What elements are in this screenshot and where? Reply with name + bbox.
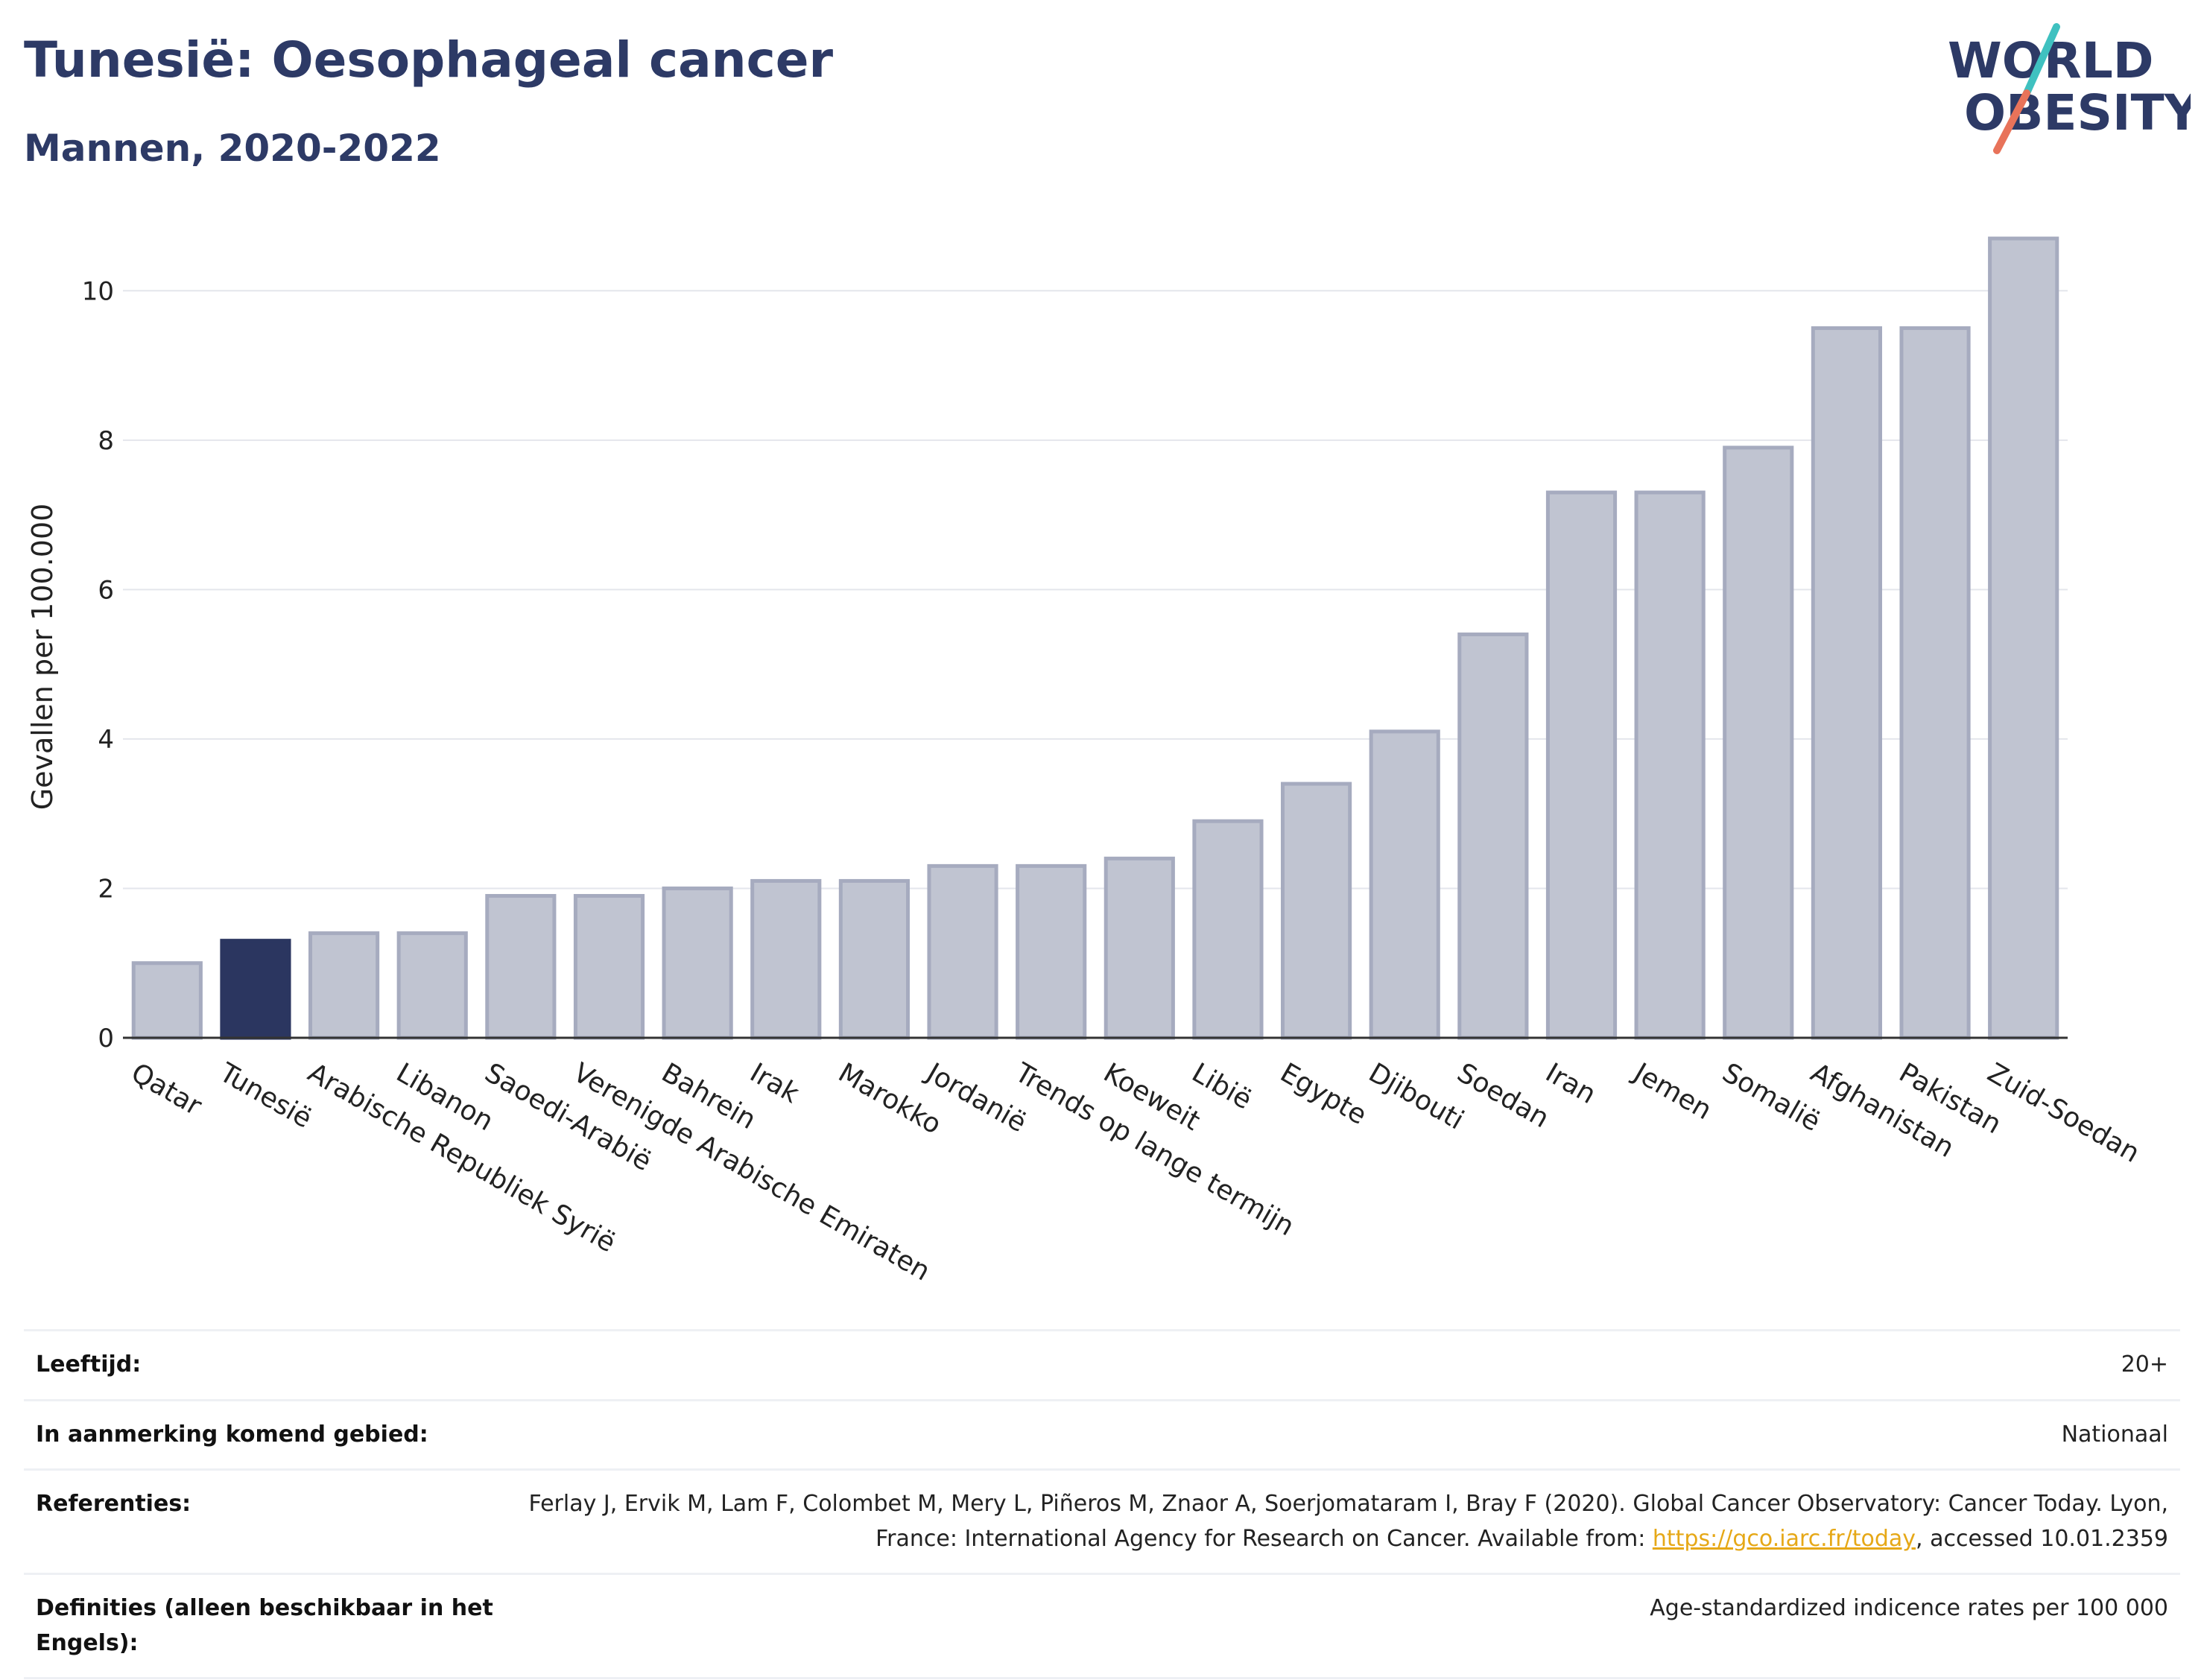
bar[interactable] [396, 931, 468, 1040]
y-axis-title: Gevallen per 100.000 [26, 504, 59, 811]
bar[interactable] [573, 893, 645, 1040]
x-tick-label: Arabische Republiek Syrië [303, 1057, 621, 1258]
bar[interactable] [1016, 863, 1087, 1040]
info-row-definitions: Definities (alleen beschikbaar in het En… [24, 1573, 2180, 1679]
bar[interactable] [1281, 782, 1352, 1040]
info-label-references: Referenties: [24, 1468, 510, 1575]
world-obesity-logo: WORLD OBESITY [1948, 23, 2191, 154]
chart-title: Tunesië: Oesophageal cancer [24, 31, 834, 89]
references-link[interactable]: https://gco.iarc.fr/today [1652, 1525, 1916, 1552]
bar[interactable] [1192, 819, 1264, 1040]
x-tick-label: Somalië [1717, 1057, 1825, 1138]
logo-slash-top [2023, 23, 2060, 97]
bar[interactable] [485, 893, 557, 1040]
info-label-age: Leeftijd: [24, 1329, 510, 1401]
bar[interactable] [1988, 236, 2059, 1040]
y-tick-label: 0 [98, 1024, 114, 1053]
logo-text-obesity: OBESITY [1964, 84, 2191, 142]
bar[interactable] [1634, 490, 1706, 1040]
info-row-age: Leeftijd: 20+ [24, 1329, 2180, 1401]
info-row-references: Referenties: Ferlay J, Ervik M, Lam F, C… [24, 1468, 2180, 1575]
x-tick-label: Djibouti [1364, 1057, 1469, 1135]
y-tick-label: 6 [98, 575, 114, 605]
bar[interactable] [927, 863, 998, 1040]
x-tick-label: Tunesië [214, 1057, 317, 1135]
info-row-area: In aanmerking komend gebied: Nationaal [24, 1398, 2180, 1471]
x-tick-label: Qatar [126, 1057, 206, 1121]
bar[interactable] [1457, 633, 1529, 1040]
logo-slash-bottom [1993, 89, 2030, 154]
x-tick-label: Iran [1540, 1057, 1600, 1110]
info-label-definitions: Definities (alleen beschikbaar in het En… [24, 1573, 510, 1679]
info-value-age: 20+ [510, 1329, 2180, 1401]
y-tick-label: 2 [98, 874, 114, 904]
y-tick-label: 10 [82, 276, 114, 306]
chart-subtitle: Mannen, 2020-2022 [24, 127, 441, 170]
references-suffix: , accessed 10.01.2359 [1916, 1525, 2168, 1552]
bar[interactable] [1899, 326, 1971, 1040]
bar-highlight[interactable] [220, 939, 291, 1040]
bar[interactable] [1103, 856, 1175, 1040]
bar[interactable] [1545, 490, 1618, 1040]
bar[interactable] [1811, 326, 1882, 1040]
bar[interactable] [308, 931, 380, 1040]
bar[interactable] [1723, 446, 1794, 1040]
x-tick-label: Jemen [1627, 1056, 1717, 1126]
y-tick-label: 8 [98, 426, 114, 456]
info-table: Leeftijd: 20+ In aanmerking komend gebie… [24, 1329, 2180, 1679]
info-value-references: Ferlay J, Ervik M, Lam F, Colombet M, Me… [510, 1468, 2180, 1575]
references-text: Ferlay J, Ervik M, Lam F, Colombet M, Me… [528, 1491, 2168, 1552]
info-label-area: In aanmerking komend gebied: [24, 1398, 510, 1471]
bar[interactable] [662, 886, 733, 1040]
x-tick-label: Soedan [1452, 1057, 1554, 1134]
bar[interactable] [131, 961, 203, 1040]
info-value-definitions: Age-standardized indicence rates per 100… [510, 1573, 2180, 1679]
y-tick-label: 4 [98, 725, 114, 755]
x-tick-label: Irak [744, 1057, 804, 1109]
info-value-area: Nationaal [510, 1398, 2180, 1471]
bar[interactable] [750, 878, 822, 1040]
bars [131, 236, 2059, 1040]
x-tick-label: Egypte [1275, 1057, 1372, 1131]
bar[interactable] [838, 878, 910, 1040]
bar[interactable] [1369, 729, 1440, 1040]
